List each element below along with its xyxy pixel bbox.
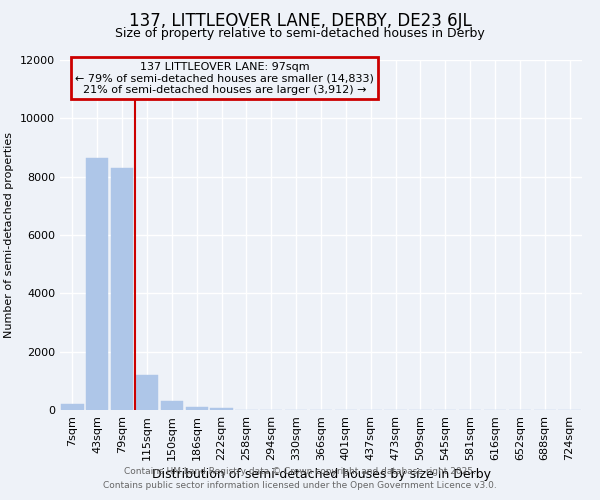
Text: Contains public sector information licensed under the Open Government Licence v3: Contains public sector information licen… xyxy=(103,481,497,490)
Text: Contains HM Land Registry data © Crown copyright and database right 2025.: Contains HM Land Registry data © Crown c… xyxy=(124,468,476,476)
Bar xyxy=(61,404,83,410)
Bar xyxy=(86,158,109,410)
Bar xyxy=(136,375,158,410)
Bar xyxy=(161,400,183,410)
Y-axis label: Number of semi-detached properties: Number of semi-detached properties xyxy=(4,132,14,338)
Text: 137, LITTLEOVER LANE, DERBY, DE23 6JL: 137, LITTLEOVER LANE, DERBY, DE23 6JL xyxy=(128,12,472,30)
Bar xyxy=(185,407,208,410)
X-axis label: Distribution of semi-detached houses by size in Derby: Distribution of semi-detached houses by … xyxy=(151,468,491,481)
Bar xyxy=(211,408,233,410)
Text: 137 LITTLEOVER LANE: 97sqm
← 79% of semi-detached houses are smaller (14,833)
21: 137 LITTLEOVER LANE: 97sqm ← 79% of semi… xyxy=(75,62,374,95)
Text: Size of property relative to semi-detached houses in Derby: Size of property relative to semi-detach… xyxy=(115,28,485,40)
Bar xyxy=(111,168,133,410)
